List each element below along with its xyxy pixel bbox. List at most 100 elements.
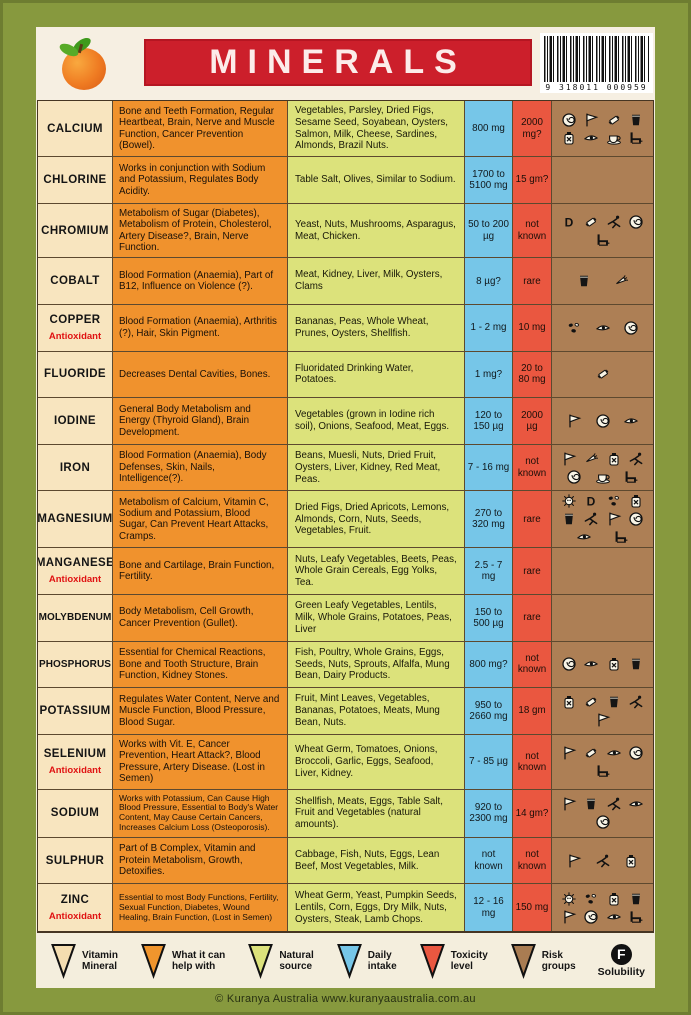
table-row: CALCIUM Bone and Teeth Formation, Regular… xyxy=(38,101,653,157)
legend-triangle-icon xyxy=(510,943,536,979)
shell-icon xyxy=(628,214,644,230)
flag-icon xyxy=(566,853,582,869)
daily-intake-cell: 800 mg? xyxy=(465,641,513,689)
antioxidant-label: Antioxidant xyxy=(48,330,102,342)
risk-groups-cell xyxy=(552,641,653,689)
letter-d-icon: D xyxy=(583,493,599,509)
mineral-name: IODINE xyxy=(53,415,96,428)
table-row: SULPHUR Part of B Complex, Vitamin and Pr… xyxy=(38,837,653,885)
mineral-name-cell: SELENIUM Antioxidant xyxy=(38,734,113,790)
eye-icon xyxy=(583,656,599,672)
legend-item: Daily intake xyxy=(336,943,397,979)
pills-icon xyxy=(606,493,622,509)
help-cell: Works with Vit. E, Cancer Prevention, He… xyxy=(113,734,288,790)
mineral-name: CHROMIUM xyxy=(41,224,109,237)
flag-icon xyxy=(561,745,577,761)
risk-groups-cell xyxy=(552,351,653,399)
mineral-name: IRON xyxy=(59,461,91,474)
poster-panel: MINERALS 9 318011 000959 CALCIUM Bone and… xyxy=(36,27,655,988)
mineral-name: SELENIUM xyxy=(43,747,107,760)
natural-source-cell: Beans, Muesli, Nuts, Dried Fruit, Oyster… xyxy=(288,444,465,492)
antioxidant-label: Antioxidant xyxy=(48,910,102,922)
spiky-icon xyxy=(561,891,577,907)
spiky-icon xyxy=(561,493,577,509)
mineral-name: FLUORIDE xyxy=(44,368,106,381)
mineral-name-cell: MOLYBDENUM xyxy=(38,595,113,642)
packet-icon xyxy=(595,366,611,382)
table-row: IRON Blood Formation (Anaemia), Body Defe… xyxy=(38,444,653,492)
mineral-name-cell: MAGNESIUM xyxy=(38,491,113,549)
mineral-name: SODIUM xyxy=(50,807,100,820)
help-cell: Bone and Cartilage, Brain Function, Fert… xyxy=(113,548,288,596)
glass-icon xyxy=(628,112,644,128)
natural-source-cell: Nuts, Leafy Vegetables, Beets, Peas, Who… xyxy=(288,548,465,596)
toxicity-level-cell: not known xyxy=(513,734,552,790)
flag-icon xyxy=(566,413,582,429)
shell-icon xyxy=(561,656,577,672)
table-row: CHLORINE Works in conjunction with Sodium… xyxy=(38,157,653,204)
natural-source-cell: Yeast, Nuts, Mushrooms, Asparagus, Meat,… xyxy=(288,203,465,259)
glass-icon xyxy=(561,511,577,527)
risk-groups-cell xyxy=(552,101,653,157)
natural-source-cell: Green Leafy Vegetables, Lentils, Milk, W… xyxy=(288,595,465,642)
orange-fruit-logo-icon xyxy=(57,35,114,92)
toxicity-level-cell: rare xyxy=(513,548,552,596)
solubility-legend: F Solubility xyxy=(598,943,645,978)
mineral-name: SULPHUR xyxy=(45,854,105,867)
barcode: 9 318011 000959 xyxy=(540,33,653,93)
table-row: COPPER Antioxidant Blood Formation (Anaemi… xyxy=(38,305,653,352)
table-row: MANGANESE Antioxidant Bone and Cartilage, … xyxy=(38,548,653,596)
risk-groups-cell xyxy=(552,444,653,492)
mineral-name-cell: CHROMIUM xyxy=(38,203,113,259)
bottle-icon xyxy=(606,656,622,672)
help-cell: Blood Formation (Anaemia), Arthritis (?)… xyxy=(113,305,288,352)
help-cell: Part of B Complex, Vitamin and Protein M… xyxy=(113,837,288,885)
packet-icon xyxy=(583,694,599,710)
natural-source-cell: Vegetables (grown in Iodine rich soil), … xyxy=(288,398,465,445)
chair-icon xyxy=(613,529,629,545)
svg-text:D: D xyxy=(587,495,596,509)
runner-icon xyxy=(628,694,644,710)
legend-label: Natural source xyxy=(279,949,314,972)
table-row: POTASSIUM Regulates Water Content, Nerve … xyxy=(38,688,653,735)
flag-icon xyxy=(595,712,611,728)
risk-groups-cell xyxy=(552,734,653,790)
help-cell: Blood Formation (Anaemia), Part of B12, … xyxy=(113,258,288,306)
toxicity-level-cell: rare xyxy=(513,595,552,642)
risk-groups-cell xyxy=(552,688,653,735)
runner-icon xyxy=(606,214,622,230)
toxicity-level-cell: not known xyxy=(513,641,552,689)
runner-icon xyxy=(595,853,611,869)
natural-source-cell: Fruit, Mint Leaves, Vegetables, Bananas,… xyxy=(288,688,465,735)
shell-icon xyxy=(623,320,639,336)
glass-icon xyxy=(606,694,622,710)
footer-credit: © Kuranya Australia www.kuranyaaustralia… xyxy=(215,993,476,1005)
mineral-name: POTASSIUM xyxy=(39,705,111,718)
glass-icon xyxy=(583,796,599,812)
daily-intake-cell: 1700 to 5100 mg xyxy=(465,157,513,204)
legend-triangle-icon xyxy=(248,943,274,979)
barcode-bars-icon xyxy=(544,36,649,82)
flag-icon xyxy=(561,451,577,467)
legend-label: Vitamin Mineral xyxy=(82,949,118,972)
help-cell: Metabolism of Sugar (Diabetes), Metaboli… xyxy=(113,203,288,259)
mineral-name-cell: ZINC Antioxidant xyxy=(38,884,113,931)
glass-icon xyxy=(628,656,644,672)
help-cell: Decreases Dental Cavities, Bones. xyxy=(113,351,288,399)
legend-triangle-icon xyxy=(141,943,166,979)
mineral-name-cell: COBALT xyxy=(38,258,113,306)
mineral-name: MANGANESE xyxy=(38,557,113,570)
chair-icon xyxy=(595,763,611,779)
shell-icon xyxy=(595,413,611,429)
natural-source-cell: Vegetables, Parsley, Dried Figs, Sesame … xyxy=(288,101,465,157)
toxicity-level-cell: rare xyxy=(513,258,552,306)
daily-intake-cell: 50 to 200 µg xyxy=(465,203,513,259)
natural-source-cell: Dried Figs, Dried Apricots, Lemons, Almo… xyxy=(288,491,465,549)
table-row: IODINE General Body Metabolism and Energy… xyxy=(38,398,653,445)
legend-label: Risk groups xyxy=(541,949,576,972)
table-row: COBALT Blood Formation (Anaemia), Part of… xyxy=(38,258,653,306)
minerals-table: CALCIUM Bone and Teeth Formation, Regular… xyxy=(37,100,654,933)
daily-intake-cell: 2.5 - 7 mg xyxy=(465,548,513,596)
mineral-name: PHOSPHORUS xyxy=(38,658,112,670)
